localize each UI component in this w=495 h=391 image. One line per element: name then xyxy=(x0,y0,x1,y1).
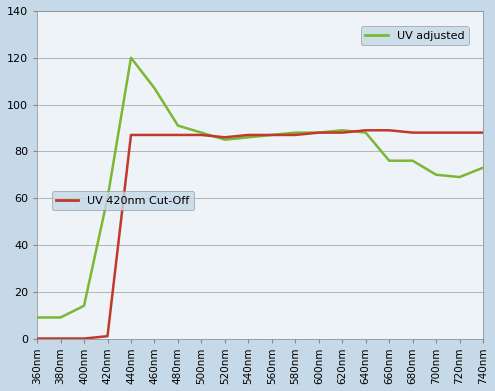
Legend: UV 420nm Cut-Off: UV 420nm Cut-Off xyxy=(51,192,194,210)
